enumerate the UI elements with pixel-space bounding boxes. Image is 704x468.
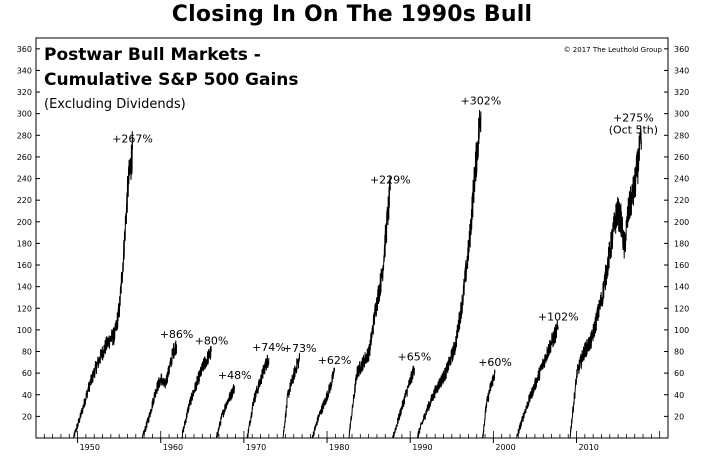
y-tick-label-right: 80 xyxy=(674,348,684,357)
y-tick-label-right: 280 xyxy=(674,131,689,140)
bull-market-series-line xyxy=(282,352,301,439)
gain-data-label: +48% xyxy=(218,369,252,382)
y-tick-label-left: 100 xyxy=(17,326,32,335)
gain-data-label: +302% xyxy=(461,95,502,108)
y-tick-label-left: 320 xyxy=(17,88,32,97)
gain-data-label: +65% xyxy=(398,351,432,364)
gain-data-label: +275% xyxy=(613,112,654,125)
gain-data-label: +73% xyxy=(283,342,317,355)
y-tick-label-left: 80 xyxy=(22,348,32,357)
y-tick-label-right: 140 xyxy=(674,283,689,292)
y-tick-label-right: 160 xyxy=(674,261,689,270)
y-tick-label-right: 220 xyxy=(674,196,689,205)
chart-subtitle-line: Postwar Bull Markets - xyxy=(44,45,261,65)
x-tick-label: 1960 xyxy=(163,443,183,452)
bull-market-series-line xyxy=(141,340,177,439)
y-tick-label-left: 340 xyxy=(17,66,32,75)
y-tick-label-right: 340 xyxy=(674,66,689,75)
y-tick-label-right: 320 xyxy=(674,88,689,97)
x-tick-label: 1950 xyxy=(80,443,100,452)
chart-title: Closing In On The 1990s Bull xyxy=(171,2,533,27)
bull-market-series-line xyxy=(72,131,133,439)
y-tick-label-right: 300 xyxy=(674,110,689,119)
x-tick-label: 1970 xyxy=(246,443,266,452)
bull-market-series-line xyxy=(216,384,236,439)
bull-market-series-line xyxy=(311,367,335,439)
chart-subtitle-line: (Excluding Dividends) xyxy=(44,97,186,112)
y-tick-label-left: 280 xyxy=(17,131,32,140)
x-tick-label: 1980 xyxy=(329,443,349,452)
bull-market-series-line xyxy=(348,175,391,439)
y-tick-label-right: 240 xyxy=(674,175,689,184)
bull-market-series-line xyxy=(569,125,642,439)
copyright-text: © 2017 The Leuthold Group xyxy=(564,46,663,54)
y-tick-label-right: 200 xyxy=(674,218,689,227)
y-tick-label-left: 20 xyxy=(22,412,32,421)
gain-data-label: +267% xyxy=(112,132,153,145)
y-tick-label-left: 260 xyxy=(17,153,32,162)
y-tick-label-right: 120 xyxy=(674,304,689,313)
bull-market-series-line xyxy=(482,369,496,439)
y-tick-label-right: 20 xyxy=(674,412,684,421)
gain-data-label: +74% xyxy=(252,341,286,354)
gain-data-label-date: (Oct 5th) xyxy=(609,124,658,137)
y-tick-label-right: 60 xyxy=(674,369,684,378)
bull-market-series-line xyxy=(392,365,415,439)
gain-data-label: +62% xyxy=(318,354,352,367)
bull-market-series-line xyxy=(516,320,559,439)
y-tick-label-left: 220 xyxy=(17,196,32,205)
y-tick-label-right: 180 xyxy=(674,239,689,248)
gain-data-label: +102% xyxy=(538,311,579,324)
y-tick-label-left: 40 xyxy=(22,391,32,400)
y-tick-label-left: 120 xyxy=(17,304,32,313)
y-tick-label-left: 240 xyxy=(17,175,32,184)
gain-data-label: +80% xyxy=(195,335,229,348)
y-tick-label-left: 140 xyxy=(17,283,32,292)
y-tick-label-left: 300 xyxy=(17,110,32,119)
y-tick-label-right: 40 xyxy=(674,391,684,400)
x-tick-label: 2000 xyxy=(495,443,515,452)
x-tick-label: 2010 xyxy=(579,443,599,452)
y-tick-label-left: 200 xyxy=(17,218,32,227)
y-tick-label-right: 360 xyxy=(674,45,689,54)
gain-data-label: +229% xyxy=(370,173,411,186)
gain-data-label: +60% xyxy=(478,356,512,369)
y-tick-label-left: 180 xyxy=(17,239,32,248)
bull-market-series-line xyxy=(416,109,482,439)
y-tick-label-right: 100 xyxy=(674,326,689,335)
y-tick-label-left: 60 xyxy=(22,369,32,378)
x-tick-label: 1990 xyxy=(412,443,432,452)
chart-subtitle-line: Cumulative S&P 500 Gains xyxy=(44,70,299,90)
bull-market-series-line xyxy=(246,354,270,439)
gain-data-label: +86% xyxy=(160,328,194,341)
y-tick-label-left: 160 xyxy=(17,261,32,270)
y-tick-label-left: 360 xyxy=(17,45,32,54)
bull-market-series-line xyxy=(181,345,212,440)
y-tick-label-right: 260 xyxy=(674,153,689,162)
